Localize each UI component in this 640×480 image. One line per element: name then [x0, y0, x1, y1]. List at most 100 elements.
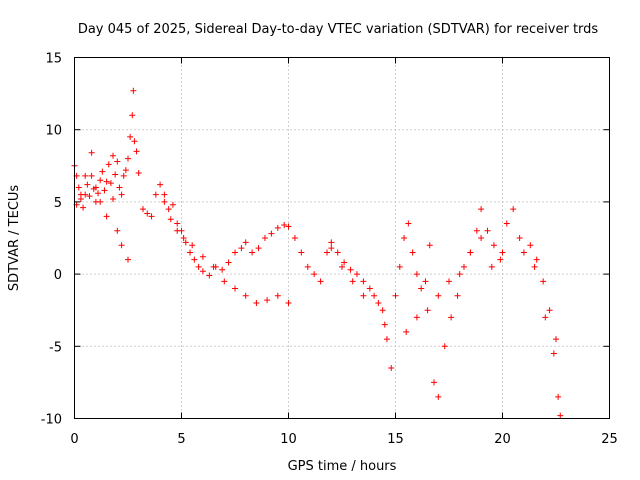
data-point — [381, 321, 388, 328]
data-point — [114, 158, 121, 165]
data-point — [441, 343, 448, 350]
data-point — [311, 271, 318, 278]
data-point — [304, 263, 311, 270]
data-point — [339, 263, 345, 270]
data-point — [349, 278, 356, 285]
data-point — [180, 235, 187, 241]
data-point — [187, 249, 194, 256]
data-point — [435, 393, 442, 400]
x-axis-label: GPS time / hours — [288, 459, 397, 474]
data-point — [418, 285, 425, 292]
data-point — [189, 242, 196, 249]
data-point — [456, 271, 463, 278]
data-point — [366, 285, 373, 292]
data-point — [403, 328, 410, 335]
data-point — [206, 272, 213, 279]
data-point — [105, 161, 112, 168]
data-point — [75, 184, 82, 191]
data-point — [118, 191, 125, 198]
data-point — [103, 178, 110, 185]
data-point — [413, 314, 420, 321]
x-tick-label: 10 — [280, 432, 297, 447]
data-point — [379, 307, 386, 314]
data-point — [347, 266, 354, 273]
data-point — [130, 87, 137, 94]
data-point — [157, 181, 164, 188]
data-point — [174, 220, 181, 227]
data-point — [122, 167, 129, 174]
data-point — [110, 196, 117, 203]
data-point — [467, 249, 474, 256]
data-point — [161, 198, 168, 205]
data-point — [516, 235, 523, 241]
data-point — [334, 249, 341, 256]
y-tick-label: 0 — [54, 268, 62, 283]
data-point — [328, 245, 335, 252]
y-tick-label: 10 — [45, 124, 62, 139]
y-tick-labels: -10 -5 0 5 10 15 — [41, 52, 62, 428]
data-point — [285, 223, 292, 230]
data-point — [291, 235, 298, 241]
data-point — [80, 204, 87, 211]
data-point — [225, 259, 232, 266]
data-point — [264, 297, 271, 304]
data-point — [86, 193, 93, 200]
data-point — [144, 210, 151, 217]
data-point — [499, 249, 506, 256]
data-point — [550, 350, 557, 357]
data-point — [435, 292, 442, 299]
data-point — [103, 213, 110, 220]
data-point — [152, 191, 159, 198]
data-point — [274, 292, 281, 299]
data-point — [360, 278, 367, 285]
data-point — [84, 181, 91, 188]
y-tick-label: 15 — [45, 52, 62, 67]
x-tick-label: 5 — [177, 432, 185, 447]
data-point — [125, 256, 131, 263]
y-tick-label: 5 — [54, 196, 62, 211]
data-point — [527, 242, 534, 249]
data-point — [131, 138, 138, 145]
data-point — [396, 263, 403, 270]
data-point — [317, 278, 324, 285]
data-point — [221, 278, 228, 285]
data-point — [127, 133, 134, 140]
data-point — [360, 292, 367, 299]
data-point — [473, 227, 480, 234]
y-tick-label: -5 — [49, 340, 62, 355]
data-point — [540, 278, 547, 285]
data-point — [546, 307, 553, 314]
data-point — [409, 249, 416, 256]
data-point — [219, 266, 226, 273]
data-point — [405, 220, 412, 227]
data-point — [478, 206, 485, 213]
data-point — [533, 256, 540, 263]
data-points — [71, 87, 564, 419]
data-point — [249, 249, 256, 256]
data-point — [191, 256, 198, 263]
data-point — [135, 170, 142, 177]
data-point — [488, 263, 495, 270]
x-tick-label: 20 — [494, 432, 511, 447]
data-point — [169, 201, 176, 208]
data-point — [174, 227, 181, 234]
data-point — [195, 263, 202, 270]
data-point — [520, 249, 527, 256]
x-tick-labels: 0 5 10 15 20 25 — [70, 432, 617, 447]
data-point — [328, 239, 335, 246]
data-point — [182, 239, 189, 246]
data-point — [281, 222, 288, 229]
data-point — [238, 245, 245, 252]
data-point — [99, 168, 106, 175]
data-point — [268, 230, 275, 237]
data-point — [97, 198, 104, 205]
y-axis-label: SDTVAR / TECUs — [7, 185, 22, 292]
data-point — [88, 149, 95, 156]
data-point — [426, 242, 433, 249]
data-point — [460, 263, 467, 270]
data-point — [298, 249, 305, 256]
data-point — [88, 172, 95, 179]
data-point — [497, 256, 504, 263]
data-point — [274, 224, 281, 231]
